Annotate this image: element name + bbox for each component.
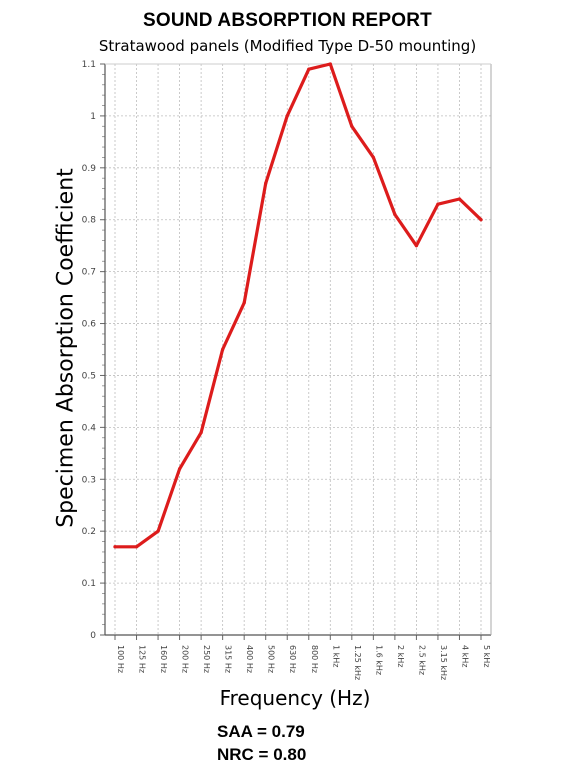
data-point <box>307 67 311 71</box>
x-tick-label: 400 Hz <box>245 645 254 673</box>
y-tick-label: 1 <box>90 112 96 122</box>
y-tick-label: 0.4 <box>82 423 97 433</box>
data-point <box>479 218 483 222</box>
x-axis-label: Frequency (Hz) <box>219 686 371 710</box>
data-point <box>414 244 419 248</box>
x-tick-label: 4 kHz <box>460 645 469 667</box>
nrc-value: NRC = 0.80 <box>217 745 307 764</box>
data-point <box>350 124 354 128</box>
data-point <box>328 62 332 66</box>
data-point <box>113 545 117 549</box>
x-tick-label: 2.5 kHz <box>417 645 426 675</box>
grid-lines <box>105 63 491 635</box>
x-tick-label: 1.6 kHz <box>374 645 383 675</box>
data-point <box>436 202 440 206</box>
data-point <box>156 529 160 533</box>
x-tick-label: 160 Hz <box>159 645 168 673</box>
y-tick-label: 0 <box>90 631 96 641</box>
x-tick-label: 500 Hz <box>267 645 276 673</box>
chart-subtitle: Stratawood panels (Modified Type D-50 mo… <box>98 37 477 55</box>
data-point <box>199 430 203 435</box>
data-point <box>457 197 462 201</box>
x-tick-label: 5 kHz <box>482 645 491 667</box>
y-tick-label: 0.8 <box>82 216 97 226</box>
y-tick-label: 1.1 <box>82 60 96 70</box>
x-tick-label: 1.25 kHz <box>353 645 362 680</box>
data-point <box>134 545 139 549</box>
y-tick-label: 0.9 <box>82 164 97 174</box>
series-line <box>113 62 483 549</box>
x-tick-label: 2 kHz <box>396 645 405 667</box>
y-tick-label: 0.5 <box>82 371 96 381</box>
x-tick-label: 3.15 kHz <box>439 645 448 680</box>
x-tick-label: 630 Hz <box>288 645 297 673</box>
y-tick-label: 0.2 <box>82 527 96 537</box>
data-series <box>113 62 483 549</box>
data-point <box>285 114 289 118</box>
y-tick-label: 0.1 <box>82 579 96 589</box>
data-point <box>177 467 182 471</box>
x-tick-label: 250 Hz <box>202 645 211 673</box>
data-point <box>221 347 225 352</box>
data-point <box>242 301 246 305</box>
y-tick-label: 0.7 <box>82 268 96 278</box>
saa-value: SAA = 0.79 <box>217 722 305 741</box>
x-tick-labels: 100 Hz 125 Hz 160 Hz 200 Hz 250 Hz 315 Hz 400 … <box>116 645 491 680</box>
y-tick-label: 0.3 <box>82 475 96 485</box>
x-tick-label: 315 Hz <box>224 645 233 673</box>
data-point <box>393 212 397 217</box>
x-tick-label: 100 Hz <box>116 645 125 673</box>
y-tick-label: 0.6 <box>82 320 97 330</box>
x-tick-label: 800 Hz <box>310 645 319 673</box>
x-tick-label: 125 Hz <box>138 645 147 673</box>
y-tick-labels: 0 0.1 0.2 0.3 0.4 0.5 0.6 0.7 0.8 0.9 1 1.1 <box>82 60 97 641</box>
data-point <box>371 155 375 160</box>
chart-title: SOUND ABSORPTION REPORT <box>143 10 432 31</box>
data-point <box>264 181 268 185</box>
y-axis-label: Specimen Absorption Coefficient <box>53 168 79 528</box>
x-tick-label: 200 Hz <box>181 645 190 673</box>
x-tick-label: 1 kHz <box>331 645 340 667</box>
axes <box>100 63 492 640</box>
